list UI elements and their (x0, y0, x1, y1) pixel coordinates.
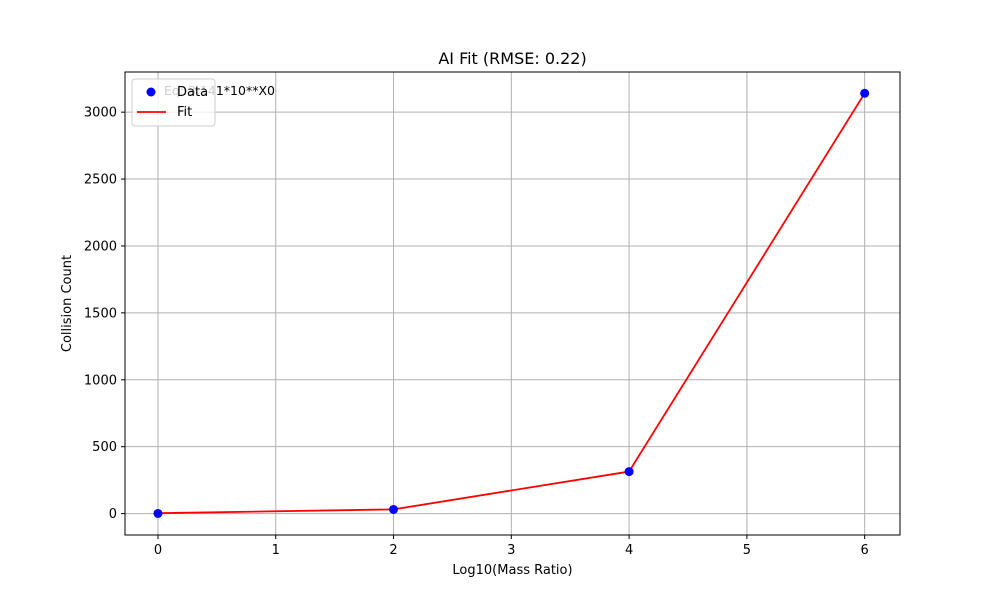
x-tick-label: 2 (389, 543, 397, 558)
data-point (389, 504, 399, 514)
x-tick-label: 6 (861, 543, 869, 558)
data-point (860, 88, 870, 98)
fit-line (157, 92, 866, 515)
x-tick-label: 5 (743, 543, 751, 558)
x-tick-label: 0 (154, 543, 162, 558)
legend-data-label: Data (177, 85, 208, 100)
grid (125, 72, 900, 535)
y-axis-label: Collision Count (60, 255, 75, 352)
y-tick-label: 0 (109, 507, 117, 522)
x-tick-label: 1 (272, 543, 280, 558)
legend: Data Fit (131, 78, 216, 127)
fit-series (157, 92, 866, 515)
ticks: 0 1 2 3 4 5 6 0 500 1000 1500 2000 2500 3000 (84, 106, 869, 558)
x-axis-label: Log10(Mass Ratio) (452, 563, 572, 578)
y-tick-label: 1000 (84, 373, 117, 388)
x-tick-label: 4 (625, 543, 633, 558)
y-tick-label: 500 (92, 440, 117, 455)
data-point (624, 467, 634, 477)
data-series (153, 88, 870, 518)
data-point (153, 508, 163, 518)
chart-title: AI Fit (RMSE: 0.22) (438, 49, 586, 68)
y-tick-label: 2000 (84, 239, 117, 254)
y-tick-label: 1500 (84, 306, 117, 321)
legend-data-marker (146, 87, 156, 97)
y-tick-label: 2500 (84, 173, 117, 188)
legend-fit-label: Fit (177, 105, 192, 120)
y-tick-label: 3000 (84, 106, 117, 121)
plot-frame (124, 71, 901, 536)
x-tick-label: 3 (507, 543, 515, 558)
